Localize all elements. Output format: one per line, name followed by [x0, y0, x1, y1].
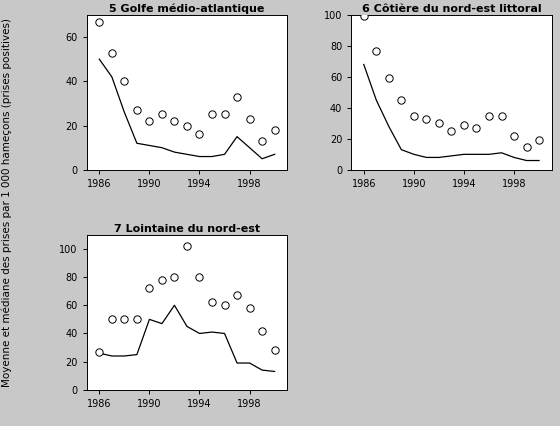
Point — [132, 106, 141, 113]
Point — [108, 49, 116, 56]
Point — [95, 348, 104, 355]
Point — [157, 276, 166, 283]
Point — [384, 75, 393, 82]
Point — [510, 132, 519, 139]
Point — [472, 124, 481, 131]
Point — [132, 316, 141, 323]
Point — [397, 97, 406, 104]
Point — [208, 299, 217, 306]
Point — [435, 120, 444, 127]
Point — [258, 138, 267, 144]
Point — [220, 111, 229, 118]
Point — [183, 122, 192, 129]
Point — [170, 274, 179, 281]
Point — [360, 13, 368, 20]
Point — [145, 118, 154, 124]
Point — [245, 305, 254, 311]
Point — [535, 137, 544, 144]
Point — [220, 302, 229, 309]
Point — [145, 285, 154, 292]
Title: 7 Lointaine du nord-est: 7 Lointaine du nord-est — [114, 224, 260, 234]
Point — [270, 127, 279, 133]
Point — [447, 128, 456, 135]
Point — [245, 115, 254, 122]
Point — [484, 112, 493, 119]
Point — [497, 112, 506, 119]
Point — [120, 78, 129, 85]
Point — [232, 93, 241, 100]
Point — [522, 143, 531, 150]
Point — [120, 316, 129, 323]
Point — [170, 118, 179, 124]
Point — [183, 243, 192, 250]
Point — [258, 327, 267, 334]
Point — [372, 47, 381, 54]
Point — [208, 111, 217, 118]
Text: Moyenne et médiane des prises par 1 000 hameçons (prises positives): Moyenne et médiane des prises par 1 000 … — [2, 18, 12, 387]
Point — [422, 115, 431, 122]
Point — [195, 131, 204, 138]
Point — [459, 121, 468, 128]
Point — [95, 18, 104, 25]
Title: 6 Côtière du nord-est littoral: 6 Côtière du nord-est littoral — [362, 4, 542, 14]
Point — [232, 292, 241, 299]
Point — [270, 347, 279, 354]
Point — [108, 316, 116, 323]
Point — [157, 111, 166, 118]
Point — [195, 274, 204, 281]
Title: 5 Golfe médio-atlantique: 5 Golfe médio-atlantique — [109, 4, 265, 14]
Point — [409, 112, 418, 119]
